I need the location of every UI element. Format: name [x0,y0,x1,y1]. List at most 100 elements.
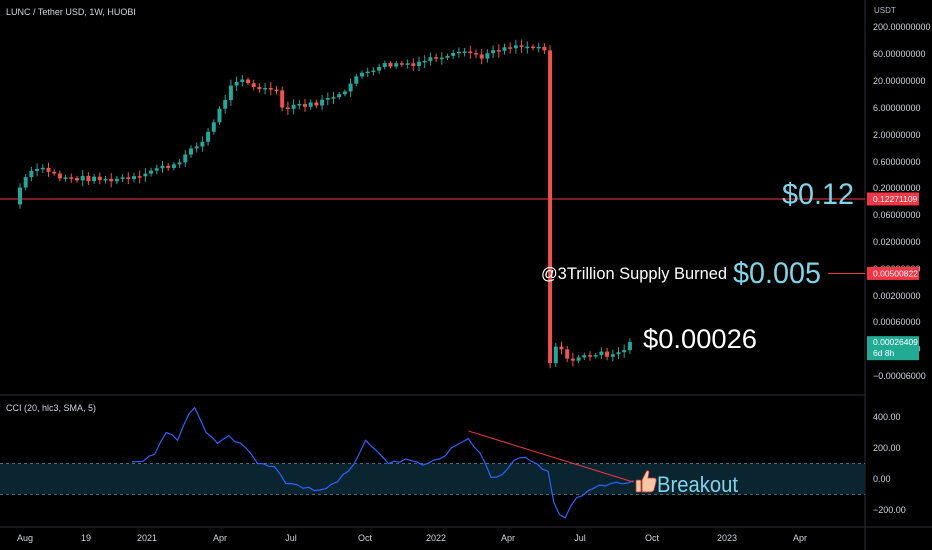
candle-body [331,97,336,99]
candle-body [171,164,176,168]
candle-body [297,104,302,106]
candle-body [451,52,456,56]
candle-body [496,50,501,52]
candle-body [627,341,632,351]
current-price-tag: 0.00026409 6d 8h [867,336,919,361]
candle-body [508,47,513,49]
annotation-0-00026: $0.00026 [643,324,757,354]
candle-body [360,72,364,77]
price-tick-label: 2.00000000 [873,130,921,140]
price-tick-label: 60.00000000 [873,49,926,59]
candle-body [189,148,193,155]
time-tick-label: Oct [645,533,660,543]
candle-body [35,168,40,171]
annotation-0-12: $0.12 [782,178,854,211]
candle-body [513,45,518,49]
candle-body [525,46,530,49]
price-tick-label: −0.00006000 [873,371,926,381]
candle-body [382,63,387,67]
candle-body [576,357,581,361]
svg-text:6d 8h: 6d 8h [873,348,895,358]
time-axis[interactable]: Aug 19 2021 Apr Jul Oct 2022 Apr Jul Oct 2023 Apr [17,533,807,543]
candle-body [542,46,547,51]
candle-body [616,352,621,355]
candle-body [97,176,102,181]
cci-trendline[interactable] [468,430,634,483]
candle-body [251,83,256,88]
annotation-supply-burned: @3Trillion Supply Burned [541,264,727,283]
candle-body [246,79,250,84]
annotation-0-005: $0.005 [733,257,821,290]
level-2-price-tag: 0.00500822 [867,266,919,280]
time-tick-label: Aug [17,533,33,543]
candle-body [411,63,416,66]
candle-body [114,178,119,182]
candle-body [40,167,45,170]
time-tick-label: 2022 [426,533,446,543]
candle-body [280,90,285,108]
candle-body [166,165,171,168]
candle-body [342,91,347,95]
candle-body [536,46,541,49]
cci-tick-label: 0.00 [873,474,891,484]
candle-body [80,175,85,181]
candle-body [559,346,564,350]
thumbs-up-icon [635,470,657,493]
candle-body [428,57,433,61]
price-tick-label: 0.00200000 [873,291,921,301]
candle-body [593,355,598,357]
time-tick-label: Oct [358,533,373,543]
candle-body [194,146,199,149]
candle-body [456,51,461,54]
cci-label: CCI (20, hlc3, SMA, 5) [6,403,96,413]
candle-body [183,154,188,163]
candle-body [320,99,325,106]
price-tick-label: 0.02000000 [873,237,921,247]
cci-band-fill [0,463,865,495]
candle-body [377,66,382,71]
svg-text:0.12271109: 0.12271109 [873,194,918,204]
candle-body [405,63,410,65]
cci-tick-label: 200.00 [873,443,901,453]
candle-body [52,171,57,174]
candle-body [29,170,34,178]
candle-body [206,131,211,142]
candle-body [365,71,370,74]
candle-body [531,46,535,49]
candle-body [75,178,79,181]
candle-body [468,51,473,54]
candle-body [422,60,427,63]
candle-body [565,349,570,359]
candle-body [160,165,165,169]
candle-body [622,350,627,353]
candle-body [371,70,376,73]
candle-body [23,177,28,188]
time-tick-label: 19 [81,533,91,543]
candle-body [291,104,296,109]
price-tick-label: 0.00060000 [873,317,921,327]
candle-body [485,53,490,59]
candle-body [211,122,216,132]
candle-body [394,63,399,67]
candle-body [605,351,610,357]
candle-body [308,102,313,107]
level-1-price-tag: 0.12271109 [867,192,919,206]
candle-body [491,50,496,54]
candle-body [548,50,553,364]
candle-body [223,100,228,109]
candle-body [263,87,268,90]
candle-body [285,107,290,110]
time-tick-label: Jul [574,533,586,543]
price-tick-label: 20.00000000 [873,76,926,86]
candle-body [570,358,575,361]
candle-body [417,61,421,66]
cci-line [131,406,634,519]
candle-body [177,162,182,165]
candle-body [479,54,484,59]
candle-body [274,89,279,92]
candle-body [149,170,154,174]
candle-body [240,79,245,82]
candle-body [354,76,359,84]
candle-body [337,94,342,98]
